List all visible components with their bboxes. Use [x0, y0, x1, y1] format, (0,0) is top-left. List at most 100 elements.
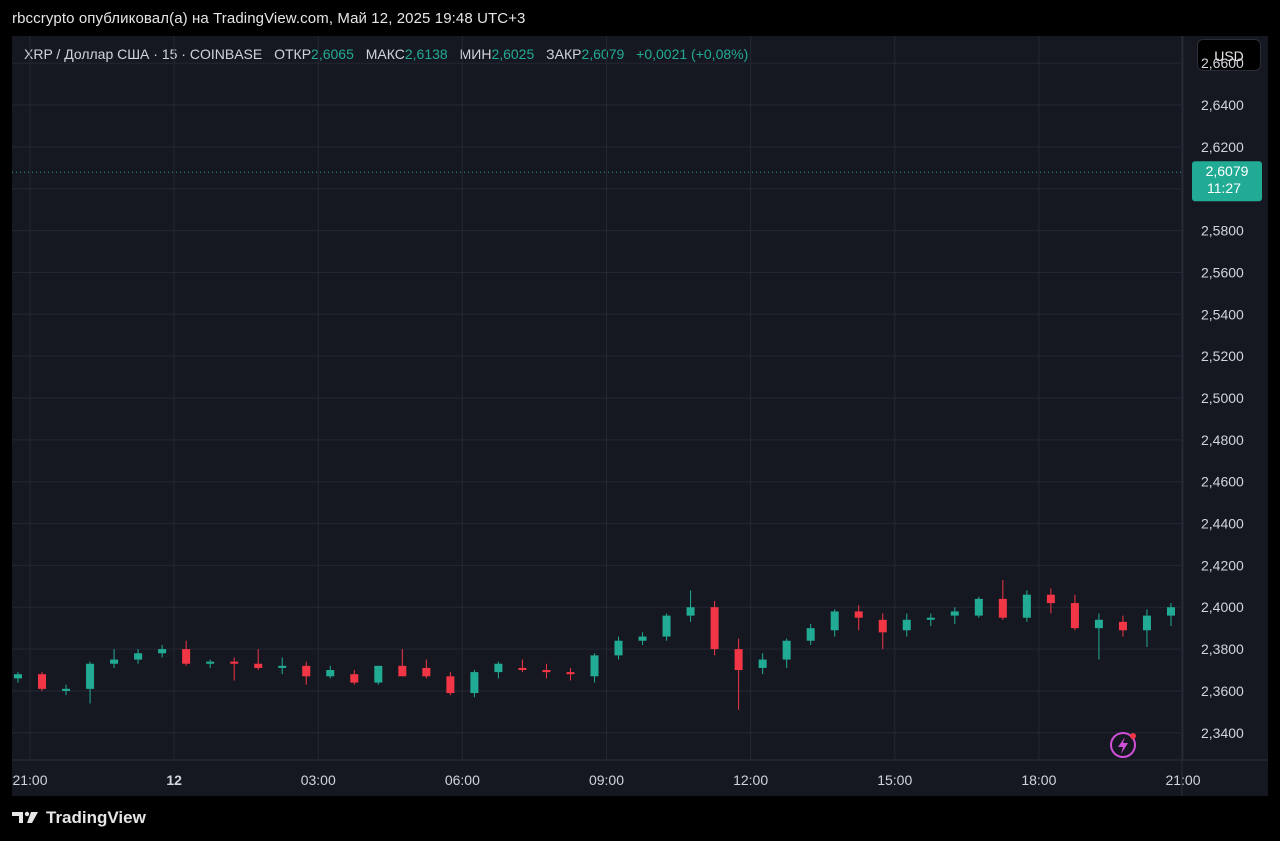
candle	[734, 638, 743, 710]
x-tick-label: 09:00	[589, 772, 624, 788]
candle-body	[206, 661, 215, 664]
candle	[302, 661, 311, 685]
x-tick-label: 21:00	[12, 772, 47, 788]
tradingview-logo-icon	[12, 811, 38, 823]
candle-body	[254, 663, 263, 668]
x-tick-label: 06:00	[445, 772, 480, 788]
candle	[278, 657, 287, 675]
candle	[326, 665, 335, 679]
candle	[998, 580, 1007, 620]
candle	[1046, 588, 1055, 614]
candle	[878, 613, 887, 650]
x-tick-label: 15:00	[877, 772, 912, 788]
candle-body	[446, 676, 455, 694]
candle-body	[13, 674, 22, 679]
candle-body	[926, 617, 935, 620]
y-tick-label: 2,5400	[1201, 306, 1244, 322]
candle-body	[182, 649, 191, 664]
last-price-countdown: 11:27	[1207, 180, 1241, 196]
y-tick-label: 2,5000	[1201, 390, 1244, 406]
candle-body	[38, 674, 47, 689]
candle	[422, 659, 431, 679]
chart-panel[interactable]: XRP / Доллар США · 15 · COINBASE ОТКР2,6…	[12, 36, 1268, 796]
candle-body	[158, 649, 167, 654]
close-label: ЗАКР	[546, 46, 582, 62]
candle-body	[806, 628, 815, 641]
tradingview-brand: TradingView	[46, 808, 146, 827]
candle	[950, 607, 959, 624]
candle-body	[518, 667, 527, 671]
candle	[1022, 590, 1031, 622]
candle	[926, 613, 935, 627]
candle	[470, 670, 479, 698]
y-tick-label: 2,5600	[1201, 264, 1244, 280]
candle	[494, 661, 503, 679]
candle-body	[710, 607, 719, 650]
open-label: ОТКР	[274, 46, 312, 62]
low-value: 2,6025	[491, 46, 535, 62]
high-label: МАКС	[365, 46, 405, 62]
y-tick-label: 2,4200	[1201, 557, 1244, 573]
candle	[110, 649, 119, 668]
candle-body	[1070, 603, 1079, 629]
candle-body	[542, 670, 551, 673]
tradingview-logo[interactable]: TradingView	[12, 808, 146, 828]
candle	[806, 623, 815, 645]
candle-body	[374, 665, 383, 683]
x-tick-label: 21:00	[1165, 772, 1200, 788]
candle-body	[1046, 594, 1055, 604]
candle	[974, 596, 983, 618]
candle	[590, 653, 599, 683]
lightning-icon[interactable]	[1110, 732, 1136, 758]
candle	[230, 657, 239, 681]
candle-body	[422, 667, 431, 677]
candle-body	[950, 611, 959, 616]
candle	[566, 667, 575, 681]
candle-body	[830, 611, 839, 631]
x-tick-label: 18:00	[1021, 772, 1056, 788]
last-price-value: 2,6079	[1206, 163, 1249, 179]
candle	[13, 672, 22, 683]
x-tick-label: 12	[166, 772, 182, 788]
last-price-badge	[1192, 161, 1262, 202]
change-value: +0,0021 (+0,08%)	[636, 46, 749, 62]
y-tick-label: 2,4800	[1201, 432, 1244, 448]
lightning-bolt-icon	[1118, 737, 1128, 754]
candle-body	[302, 665, 311, 677]
x-tick-label: 12:00	[733, 772, 768, 788]
y-tick-label: 2,3600	[1201, 683, 1244, 699]
candle-body	[902, 619, 911, 631]
candle-body	[686, 607, 695, 616]
currency-button[interactable]: USD	[1197, 39, 1261, 71]
candle	[782, 638, 791, 668]
y-tick-label: 2,4000	[1201, 599, 1244, 615]
low-label: МИН	[459, 46, 492, 62]
candle	[86, 661, 95, 704]
y-tick-label: 2,6600	[1201, 55, 1244, 71]
symbol-title[interactable]: XRP / Доллар США · 15 · COINBASE	[24, 46, 263, 62]
candle	[158, 644, 167, 658]
candle	[350, 670, 359, 685]
candle-body	[278, 665, 287, 668]
candle-body	[638, 636, 647, 641]
y-tick-label: 2,3800	[1201, 641, 1244, 657]
publication-caption: rbccrypto опубликовал(а) на TradingView.…	[12, 10, 526, 27]
candle	[398, 649, 407, 677]
candle	[1094, 613, 1103, 660]
candle	[182, 640, 191, 666]
y-tick-label: 2,4400	[1201, 516, 1244, 532]
candle-body	[86, 663, 95, 689]
candle-body	[1118, 621, 1127, 631]
candle-body	[326, 670, 335, 677]
close-value: 2,6079	[581, 46, 625, 62]
open-value: 2,6065	[311, 46, 354, 62]
notification-dot-icon	[1130, 733, 1136, 739]
y-tick-label: 2,6200	[1201, 139, 1244, 155]
y-tick-label: 2,4600	[1201, 474, 1244, 490]
candle-body	[878, 619, 887, 633]
candle	[758, 653, 767, 675]
candle	[854, 605, 863, 631]
candle	[1142, 609, 1151, 648]
candle	[446, 672, 455, 696]
